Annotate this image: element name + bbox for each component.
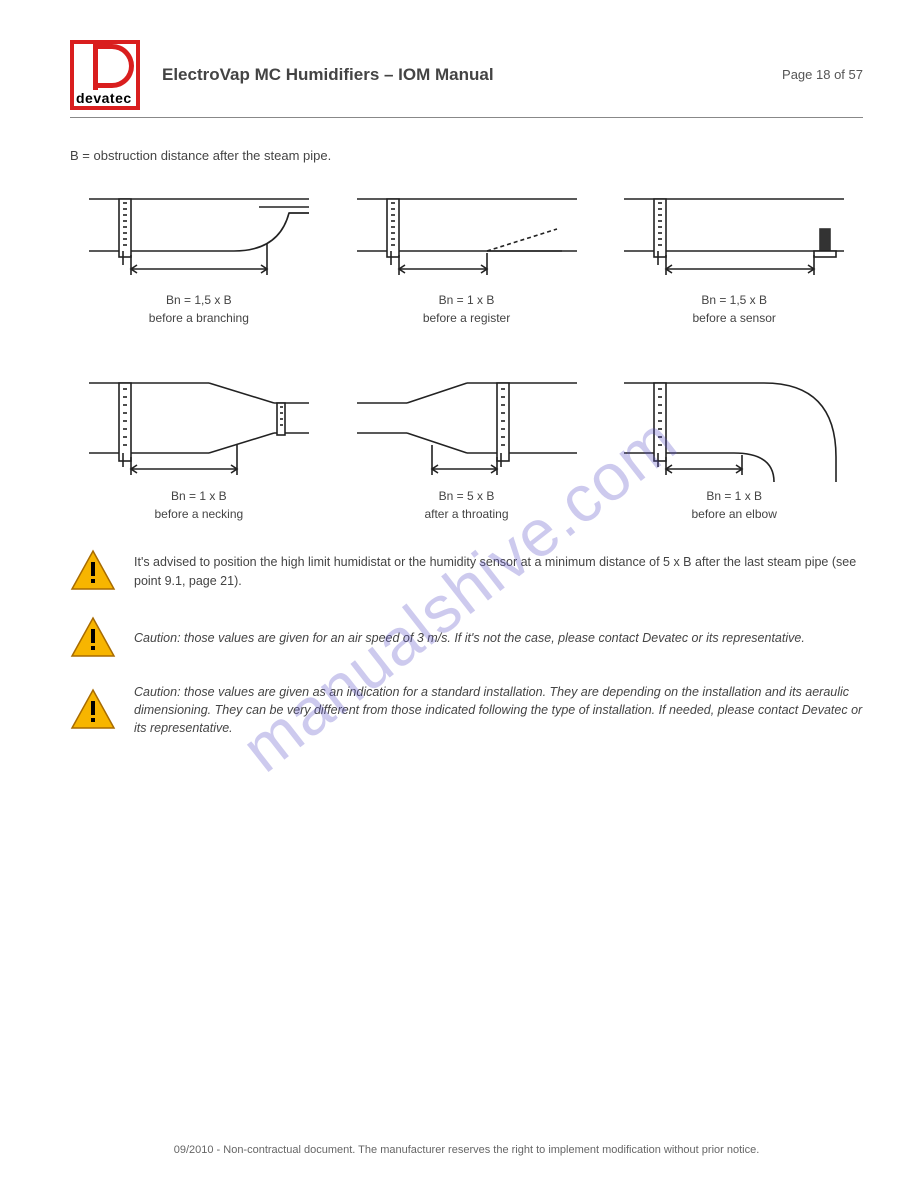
diagram-caption: before a branching <box>70 311 328 325</box>
bn-label: Bn = 1 x B <box>70 489 328 503</box>
diagram-caption: before a sensor <box>605 311 863 325</box>
page-title: ElectroVap MC Humidifiers – IOM Manual <box>162 65 782 85</box>
warning-icon <box>70 688 116 733</box>
diagram-throating: Bn = 5 x B after a throating <box>338 367 596 521</box>
warning-text: It's advised to position the high limit … <box>134 553 863 589</box>
bn-label: Bn = 1 x B <box>338 293 596 307</box>
diagram-necking: Bn = 1 x B before a necking <box>70 367 328 521</box>
diagram-register: Bn = 1 x B before a register <box>338 181 596 325</box>
brand-logo: devatec <box>70 40 140 110</box>
diagram-caption: before a necking <box>70 507 328 521</box>
bn-label: Bn = 1 x B <box>605 489 863 503</box>
bn-label: Bn = 1,5 x B <box>70 293 328 307</box>
footer-text: 09/2010 - Non-contractual document. The … <box>70 1144 863 1156</box>
diagram-caption: before a register <box>338 311 596 325</box>
brand-logo-text: devatec <box>74 90 136 106</box>
page-header: devatec ElectroVap MC Humidifiers – IOM … <box>70 40 863 118</box>
diagram-branching: Bn = 1,5 x B before a branching <box>70 181 328 325</box>
warning-block: It's advised to position the high limit … <box>70 549 863 594</box>
page-number: Page 18 of 57 <box>782 67 863 82</box>
warning-icon <box>70 616 116 661</box>
diagram-sensor: Bn = 1,5 x B before a sensor <box>605 181 863 325</box>
diagram-row-1: Bn = 1,5 x B before a branching <box>70 181 863 325</box>
intro-text: B = obstruction distance after the steam… <box>70 148 863 163</box>
bn-label: Bn = 1,5 x B <box>605 293 863 307</box>
warning-text: Caution: those values are given as an in… <box>134 683 863 737</box>
diagram-row-2: Bn = 1 x B before a necking <box>70 367 863 521</box>
diagram-elbow: Bn = 1 x B before an elbow <box>605 367 863 521</box>
warning-text: Caution: those values are given for an a… <box>134 629 805 647</box>
diagram-caption: after a throating <box>338 507 596 521</box>
diagram-caption: before an elbow <box>605 507 863 521</box>
warning-block: Caution: those values are given as an in… <box>70 683 863 737</box>
warning-block: Caution: those values are given for an a… <box>70 616 863 661</box>
warning-icon <box>70 549 116 594</box>
bn-label: Bn = 5 x B <box>338 489 596 503</box>
